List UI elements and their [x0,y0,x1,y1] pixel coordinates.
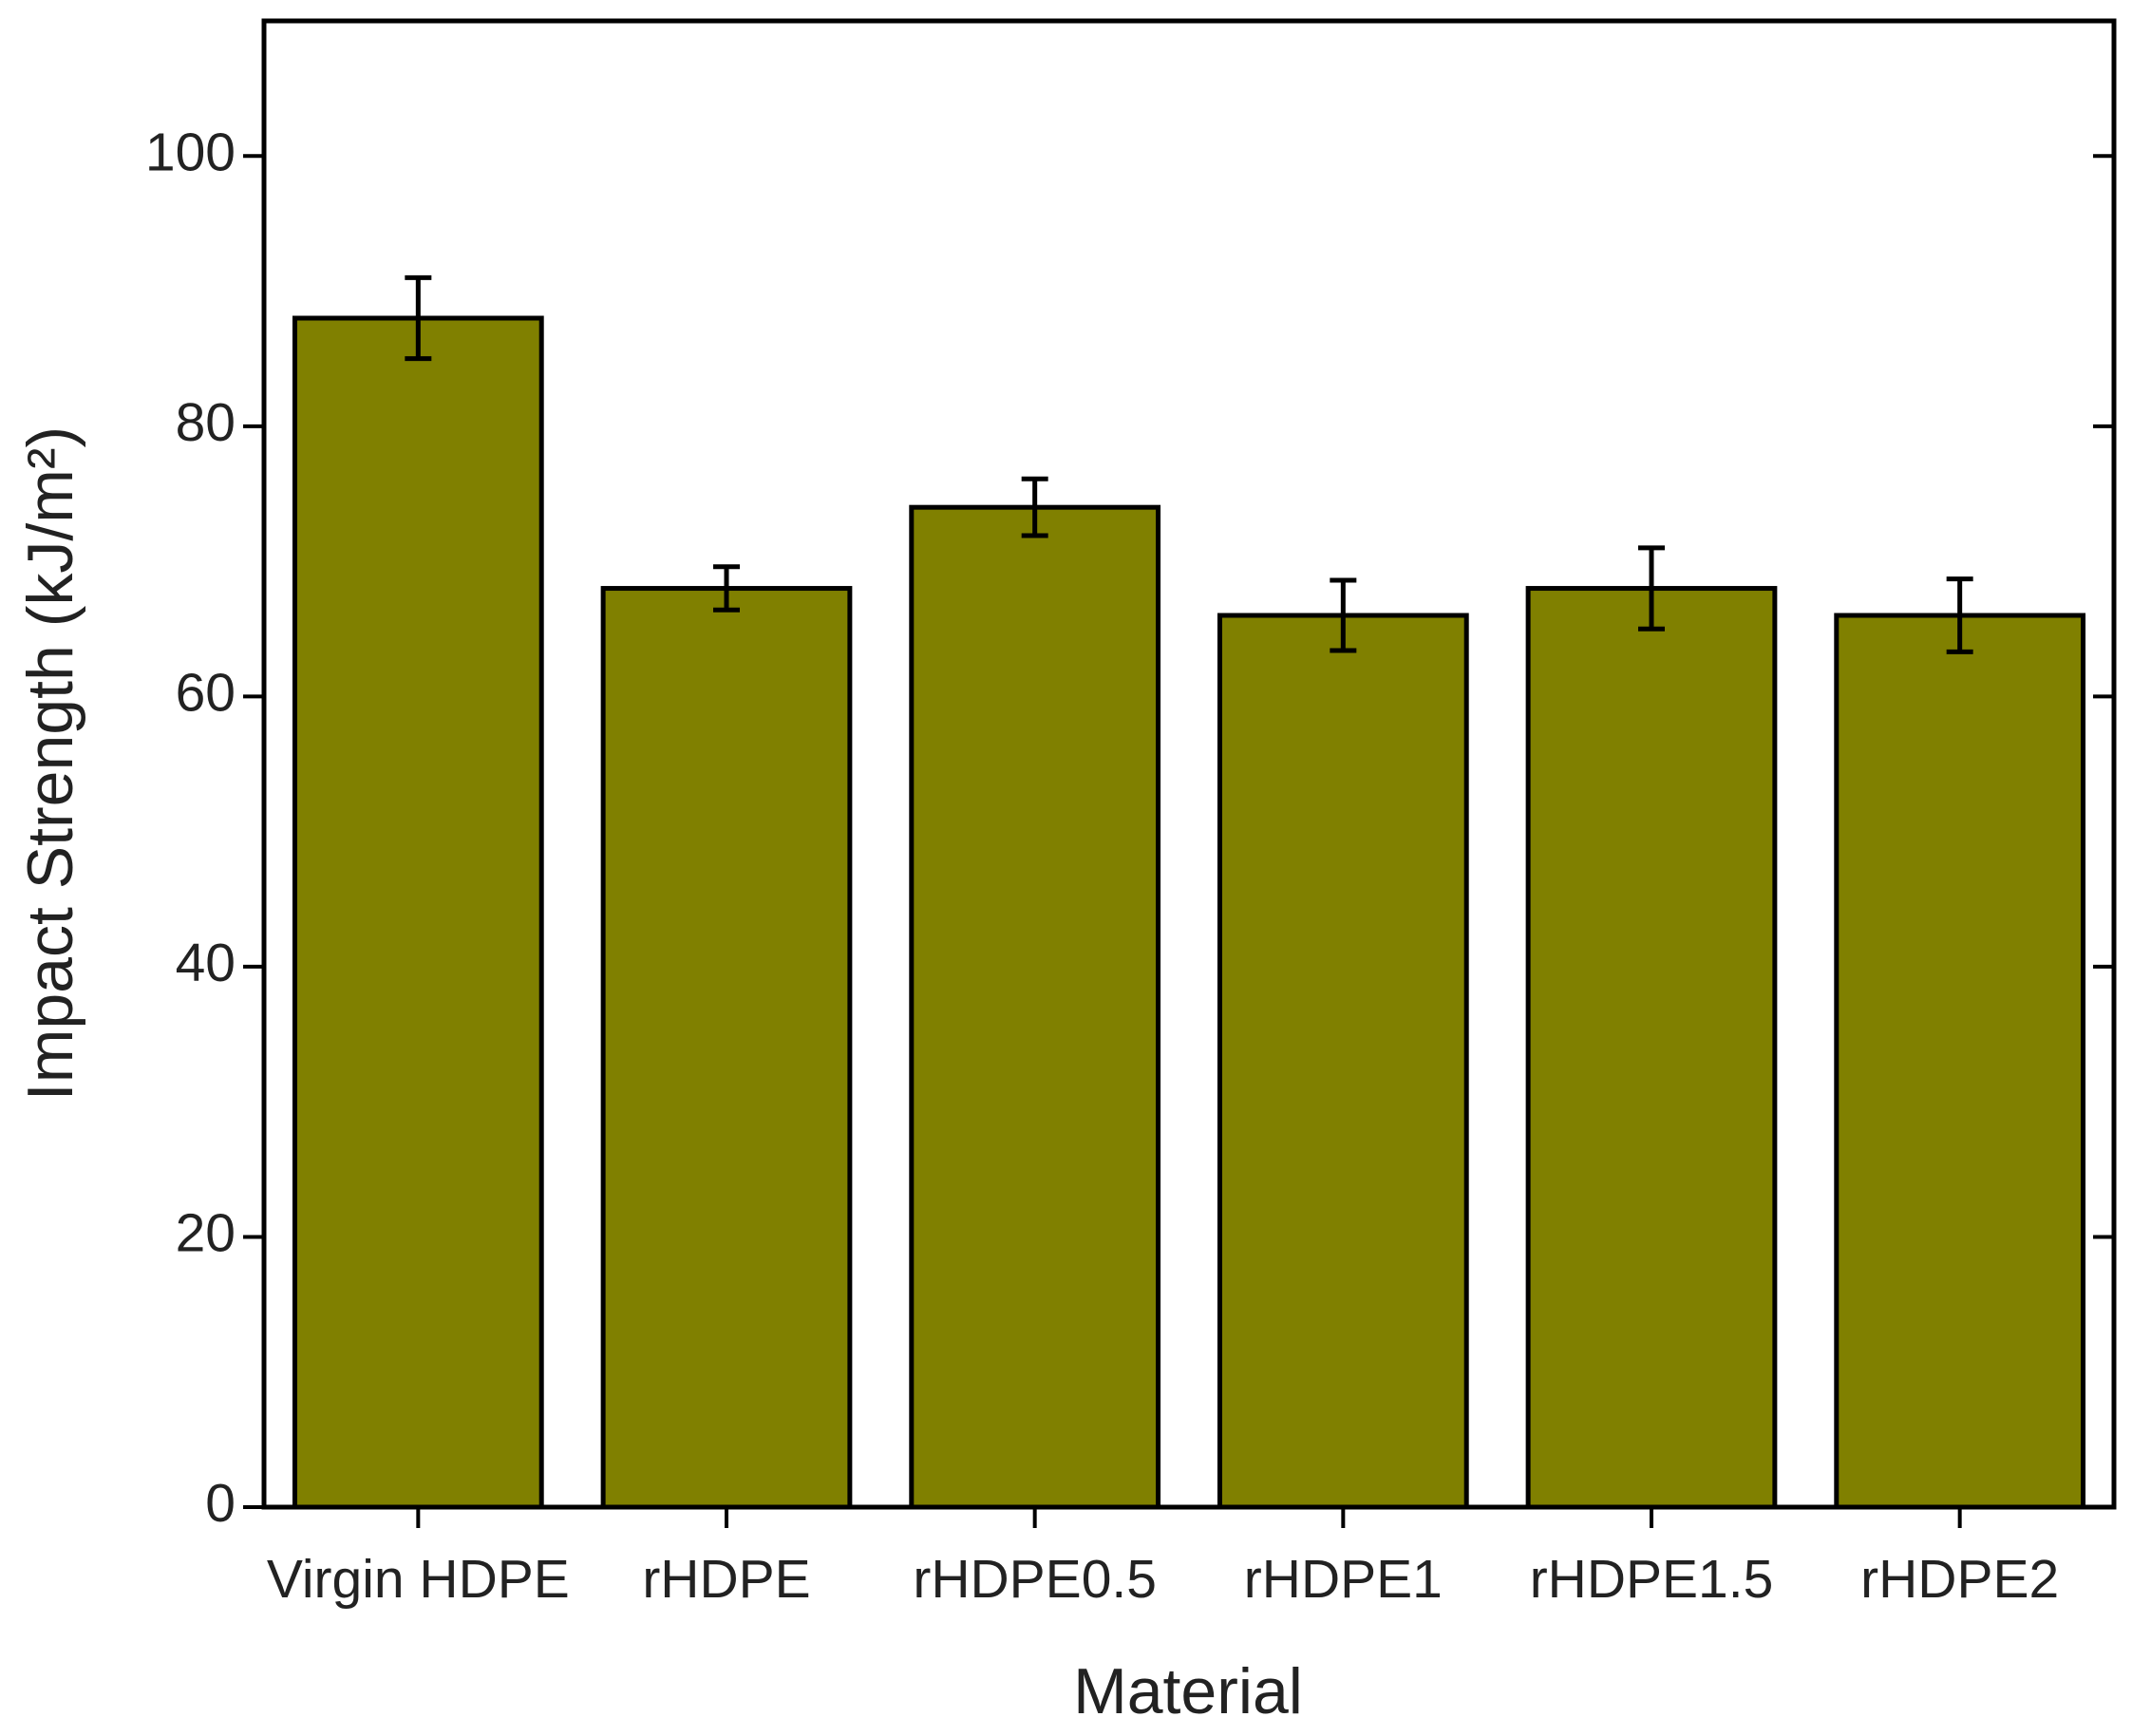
y-tick-label: 80 [176,392,236,453]
x-tick-label: Virgin HDPE [267,1549,570,1610]
bar [1834,613,2086,1510]
y-tick-label: 20 [176,1203,236,1264]
x-tick-label: rHDPE2 [1860,1549,2059,1610]
y-tick-label: 60 [176,662,236,723]
x-tick-label: rHDPE [642,1549,810,1610]
error-bar [405,274,432,362]
y-tick-label: 100 [145,122,236,182]
x-axis-title: Material [1073,1655,1303,1727]
x-tick-label: rHDPE1.5 [1530,1549,1774,1610]
x-tick-label: rHDPE1 [1244,1549,1443,1610]
y-tick-label: 0 [205,1473,236,1534]
plot-frame [261,18,2117,1510]
bar [600,586,853,1510]
bar [909,504,1161,1510]
y-tick-label: 40 [176,933,236,993]
error-bar [1946,576,1973,654]
error-bar [1330,577,1357,653]
bar [1217,613,1469,1510]
error-bar [713,564,740,613]
error-bar [1021,476,1048,538]
bar [1525,586,1778,1510]
y-axis-title: Impact Strength (kJ/m²) [14,426,86,1101]
error-bar [1638,545,1665,632]
x-tick-label: rHDPE0.5 [913,1549,1157,1610]
bar [292,315,544,1510]
